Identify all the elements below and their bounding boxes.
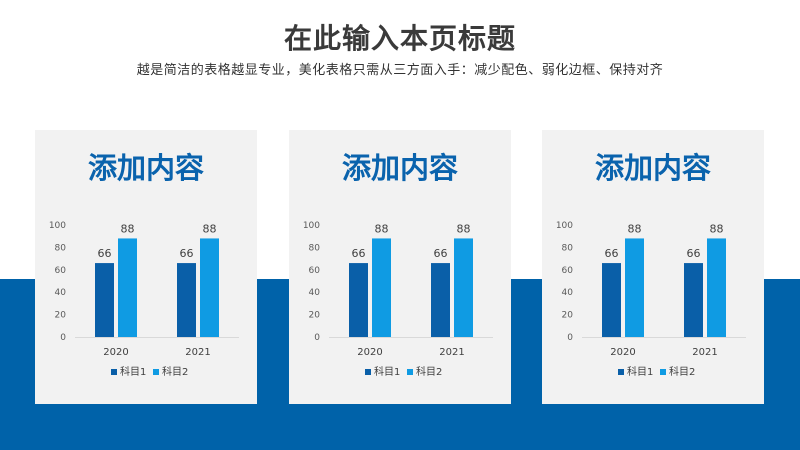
y-tick-label: 60 bbox=[55, 266, 67, 276]
legend-swatch bbox=[660, 369, 666, 375]
y-tick-label: 40 bbox=[55, 288, 67, 298]
y-tick-label: 20 bbox=[309, 311, 321, 321]
page-subtitle: 越是简洁的表格越显专业，美化表格只需从三方面入手：减少配色、弱化边框、保持对齐 bbox=[136, 63, 664, 78]
y-tick-label: 80 bbox=[562, 243, 574, 253]
legend-label: 科目1 bbox=[374, 365, 400, 378]
y-tick-label: 100 bbox=[49, 221, 66, 231]
bar-1 bbox=[431, 263, 450, 337]
card-3: 添加内容 0 20 40 60 80 100 66 88 2020 66 88 2021 科目1 科目2 bbox=[542, 130, 764, 404]
legend-label: 科目2 bbox=[162, 365, 188, 378]
bar-1 bbox=[602, 263, 621, 337]
data-label: 88 bbox=[628, 222, 642, 235]
y-tick-label: 0 bbox=[567, 333, 573, 343]
bar-2 bbox=[200, 238, 219, 337]
data-label: 88 bbox=[457, 222, 471, 235]
x-tick-label: 2020 bbox=[103, 347, 128, 358]
data-label: 66 bbox=[434, 247, 448, 260]
bar-2 bbox=[625, 238, 644, 337]
x-tick-label: 2021 bbox=[692, 347, 717, 358]
legend-label: 科目2 bbox=[416, 365, 442, 378]
legend-swatch bbox=[407, 369, 413, 375]
bar-2 bbox=[707, 238, 726, 337]
bar-2 bbox=[118, 238, 137, 337]
data-label: 88 bbox=[710, 222, 724, 235]
data-label: 88 bbox=[203, 222, 217, 235]
data-label: 88 bbox=[121, 222, 135, 235]
y-tick-label: 100 bbox=[303, 221, 320, 231]
x-tick-label: 2020 bbox=[357, 347, 382, 358]
bar-2 bbox=[372, 238, 391, 337]
bar-1 bbox=[95, 263, 114, 337]
bar-1 bbox=[349, 263, 368, 337]
x-tick-label: 2021 bbox=[185, 347, 210, 358]
legend-label: 科目1 bbox=[627, 365, 653, 378]
y-tick-label: 60 bbox=[309, 266, 321, 276]
y-tick-label: 20 bbox=[55, 311, 67, 321]
bar-1 bbox=[177, 263, 196, 337]
card-title: 添加内容 bbox=[341, 151, 458, 185]
y-tick-label: 0 bbox=[314, 333, 320, 343]
data-label: 66 bbox=[352, 247, 366, 260]
card-1: 添加内容 0 20 40 60 80 100 66 88 2020 66 88 2021 科目1 科目2 bbox=[35, 130, 257, 404]
data-label: 66 bbox=[687, 247, 701, 260]
legend-swatch bbox=[618, 369, 624, 375]
y-tick-label: 80 bbox=[55, 243, 67, 253]
bar-2 bbox=[454, 238, 473, 337]
legend-label: 科目2 bbox=[669, 365, 695, 378]
x-tick-label: 2021 bbox=[439, 347, 464, 358]
legend-swatch bbox=[365, 369, 371, 375]
data-label: 88 bbox=[375, 222, 389, 235]
y-tick-label: 60 bbox=[562, 266, 574, 276]
y-tick-label: 80 bbox=[309, 243, 321, 253]
y-tick-label: 0 bbox=[60, 333, 66, 343]
bar-chart: 0 20 40 60 80 100 66 88 2020 66 88 2021 科目1 科目2 bbox=[49, 221, 239, 378]
legend-swatch bbox=[111, 369, 117, 375]
data-label: 66 bbox=[98, 247, 112, 260]
y-tick-label: 40 bbox=[309, 288, 321, 298]
page-title: 在此输入本页标题 bbox=[283, 22, 516, 55]
bar-chart: 0 20 40 60 80 100 66 88 2020 66 88 2021 科目1 科目2 bbox=[303, 221, 493, 378]
y-tick-label: 40 bbox=[562, 288, 574, 298]
y-tick-label: 100 bbox=[556, 221, 573, 231]
legend-label: 科目1 bbox=[120, 365, 146, 378]
bar-chart: 0 20 40 60 80 100 66 88 2020 66 88 2021 科目1 科目2 bbox=[556, 221, 746, 378]
y-tick-label: 20 bbox=[562, 311, 574, 321]
data-label: 66 bbox=[180, 247, 194, 260]
card-title: 添加内容 bbox=[87, 151, 204, 185]
card-title: 添加内容 bbox=[594, 151, 711, 185]
data-label: 66 bbox=[605, 247, 619, 260]
card-2: 添加内容 0 20 40 60 80 100 66 88 2020 66 88 2021 科目1 科目2 bbox=[289, 130, 511, 404]
x-tick-label: 2020 bbox=[610, 347, 635, 358]
legend-swatch bbox=[153, 369, 159, 375]
bar-1 bbox=[684, 263, 703, 337]
